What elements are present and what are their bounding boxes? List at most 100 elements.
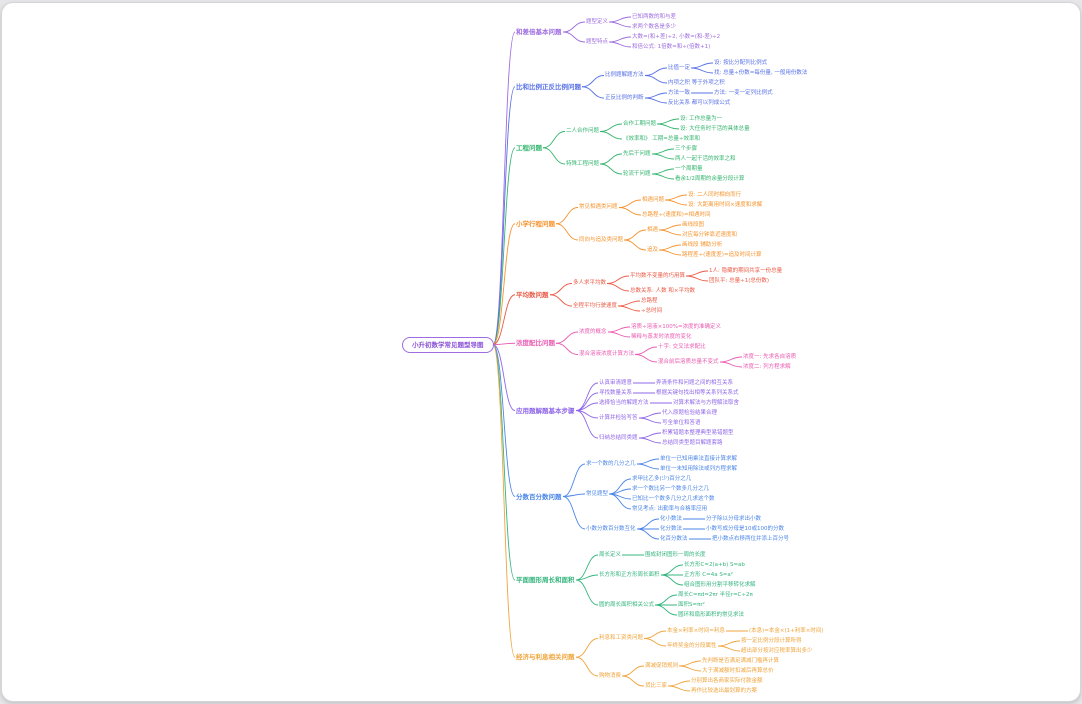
leaf-topic[interactable]: 围成封闭图形一周的长度 (645, 551, 706, 558)
leaf-topic[interactable]: 常见考点: 出勤率与合格率应用 (632, 505, 708, 512)
leaf-topic[interactable]: 小数写成分母是10或100的分数 (706, 525, 784, 532)
branch-topic[interactable]: 分数百分数问题 (516, 492, 562, 501)
leaf-topic[interactable]: 代入原题检验结果合理 (662, 409, 718, 416)
leaf-topic[interactable]: 周长C=πd=2πr 半径r=C÷2π (678, 591, 753, 598)
leaf-topic[interactable]: (本息)=本金×(1+利率×时间) (749, 627, 824, 634)
subtopic[interactable]: 求一个数的几分之几 (586, 460, 636, 467)
leaf-topic[interactable]: 看余1/2周期的余量分段计算 (675, 175, 745, 182)
subtopic[interactable]: 购物消费 (599, 672, 622, 679)
leaf-topic[interactable]: 设: 按比分配列比例式 (714, 59, 768, 66)
leaf-topic[interactable]: 面积S=πr² (678, 601, 705, 608)
subtopic[interactable]: 利息和工资类问题 (599, 635, 644, 641)
leaf-topic[interactable]: 正方形 C=4a S=a² (684, 571, 733, 578)
subtopic[interactable]: 圆的周长面积相关公式 (599, 601, 655, 608)
subtopic[interactable]: 追及 (647, 246, 659, 253)
branch-topic[interactable]: 经济与利息相关问题 (516, 653, 575, 662)
subtopic[interactable]: 二人合作问题 (566, 128, 600, 134)
leaf-topic[interactable]: 超出部分按对应税率算出多少 (741, 647, 813, 654)
subtopic[interactable]: 货比三家 (645, 682, 668, 689)
subtopic[interactable]: 化百分数法 (660, 535, 688, 542)
leaf-topic[interactable]: 溶质÷溶液×100%=浓度的准确定义 (631, 323, 722, 330)
leaf-topic[interactable]: 分子除以分母求出小数 (706, 515, 762, 522)
branch-topic[interactable]: 和差倍基本问题 (516, 28, 562, 36)
leaf-topic[interactable]: 弄清条件和问题之间的相互关系 (656, 379, 734, 386)
subtopic[interactable]: 浓度的概念 (579, 328, 607, 335)
leaf-topic[interactable]: 分别算出各商家实际付款金额 (691, 677, 763, 684)
subtopic[interactable]: 方法一致 (668, 89, 691, 96)
subtopic[interactable]: 混合前后溶质总量不变式 (658, 358, 719, 365)
subtopic[interactable]: 认真审清题意 (599, 379, 633, 386)
leaf-topic[interactable]: 积累错题本整理典型易错题型 (662, 429, 734, 436)
branch-topic[interactable]: 浓度配比问题 (516, 339, 555, 348)
branch-topic[interactable]: 平面图形周长和面积 (516, 576, 575, 584)
leaf-topic[interactable]: 大于满减额时扣减后再算总价 (702, 667, 774, 674)
subtopic[interactable]: 本金×利率×时间=利息 (667, 627, 725, 634)
subtopic[interactable]: 满减促销规则 (645, 662, 679, 669)
leaf-topic[interactable]: 圆环和扇形面积的常见求法 (678, 611, 745, 618)
subtopic[interactable]: 合作工期问题 (623, 120, 657, 127)
branch-topic[interactable]: 工程问题 (516, 143, 542, 152)
subtopic[interactable]: 化小数法 (660, 515, 683, 522)
leaf-topic[interactable]: 写全单位和答语 (662, 419, 701, 426)
leaf-topic[interactable]: 再作比较选出最划算的方案 (691, 687, 758, 694)
root-topic[interactable]: 小升初数学常见题型导图 (402, 336, 494, 353)
leaf-topic[interactable]: 根据关键句找出相等关系列关系式 (656, 389, 739, 396)
subtopic[interactable]: 常见相遇类问题 (579, 204, 618, 210)
subtopic[interactable]: 相遇 (647, 226, 659, 233)
leaf-topic[interactable]: 浓度二: 列方程求解 (743, 363, 791, 370)
subtopic[interactable]: 相遇问题 (642, 196, 665, 203)
leaf-topic[interactable]: 设: 大距离用时间×速度和求解 (688, 201, 763, 208)
subtopic[interactable]: 特殊工程问题 (566, 160, 600, 167)
leaf-topic[interactable]: 1人: 隐藏的期间共享一份总量 (709, 267, 783, 274)
subtopic[interactable]: 题型定义 (586, 18, 609, 25)
leaf-topic[interactable]: 三个步骤 (675, 145, 698, 152)
subtopic[interactable]: 周长定义 (599, 551, 622, 558)
leaf-topic[interactable]: 总数关系: 人数 和×平均数 (630, 287, 695, 294)
leaf-topic[interactable]: 单位一未知用除法或列方程求解 (660, 465, 738, 472)
subtopic[interactable]: 比例题解题方法 (605, 72, 644, 78)
leaf-topic[interactable]: 设: 大任务时干活的具体总量 (680, 125, 750, 132)
subtopic[interactable]: 平均数不变量的巧用算 (630, 272, 686, 279)
subtopic[interactable]: 常见题型 (586, 490, 609, 497)
leaf-topic[interactable]: 求两个数各是多少 (632, 23, 677, 30)
leaf-topic[interactable]: 已知比一个数多几分之几求这个数 (632, 495, 715, 502)
subtopic[interactable]: 归纳总结同类题 (599, 434, 638, 441)
subtopic[interactable]: 选择恰当的解题方法 (599, 399, 649, 406)
leaf-topic[interactable]: 方法: 一变一定列比例式 (714, 89, 773, 96)
leaf-topic[interactable]: 一个周期量 (675, 165, 703, 172)
leaf-topic[interactable]: 十字: 交叉法求配比 (658, 343, 706, 350)
leaf-topic[interactable]: 设: 二人同时相向而行 (688, 191, 742, 198)
leaf-topic[interactable]: 《效率和》 工期=总量÷效率和 (623, 135, 700, 142)
branch-topic[interactable]: 平均数问题 (516, 290, 549, 299)
leaf-topic[interactable]: 总路程 (641, 297, 658, 304)
leaf-topic[interactable]: 画线段图 (682, 221, 705, 228)
leaf-topic[interactable]: 稀释与蒸发时浓度的变化 (631, 333, 692, 340)
subtopic[interactable]: 轮流干问题 (623, 170, 651, 177)
subtopic[interactable]: 年终奖金的分段属性 (667, 642, 717, 649)
leaf-topic[interactable]: 两人一起干活的效率之和 (675, 155, 736, 162)
leaf-topic[interactable]: 反比关系 都可以列成公式 (668, 99, 731, 106)
leaf-topic[interactable]: 把小数点右移两位并添上百分号 (712, 535, 790, 542)
subtopic[interactable]: 化分数法 (660, 525, 683, 532)
leaf-topic[interactable]: 单位一已知用乘法直接计算求解 (660, 455, 738, 462)
leaf-topic[interactable]: 内项之积 等于外项之积 (668, 79, 725, 86)
subtopic[interactable]: 题型特点 (586, 38, 609, 45)
subtopic[interactable]: 比值一定 (668, 64, 691, 71)
leaf-topic[interactable]: 大数=(和+差)÷2, 小数=(和-差)÷2 (632, 33, 721, 40)
leaf-topic[interactable]: 团队平: 总量÷1(总份数) (709, 277, 770, 284)
subtopic[interactable]: 多人求平均数 (573, 280, 607, 286)
leaf-topic[interactable]: 对应每分钟靠近速度和 (682, 231, 738, 238)
branch-topic[interactable]: 应用题解题基本步骤 (516, 406, 575, 415)
leaf-topic[interactable]: 按一定比例分段计算所得 (741, 637, 802, 644)
subtopic[interactable]: 正反比例的判断 (605, 94, 644, 101)
leaf-topic[interactable]: 先判断是否满足满减门槛再计算 (702, 657, 780, 664)
subtopic[interactable]: 同向与追及类问题 (579, 236, 624, 243)
subtopic[interactable]: 小数分数百分数互化 (586, 525, 636, 532)
leaf-topic[interactable]: 画线段 辅助分析 (682, 241, 723, 248)
branch-topic[interactable]: 比和比例正反比例问题 (516, 82, 581, 91)
subtopic[interactable]: 混合溶液浓度计算方法 (579, 351, 635, 357)
leaf-topic[interactable]: 总路程÷(速度和)=相遇时间 (642, 211, 711, 218)
subtopic[interactable]: 全程平均行驶速度 (573, 302, 618, 309)
leaf-topic[interactable]: 总结同类型题目解题套路 (662, 439, 723, 446)
leaf-topic[interactable]: 求一个数比另一个数多几分之几 (632, 485, 710, 492)
